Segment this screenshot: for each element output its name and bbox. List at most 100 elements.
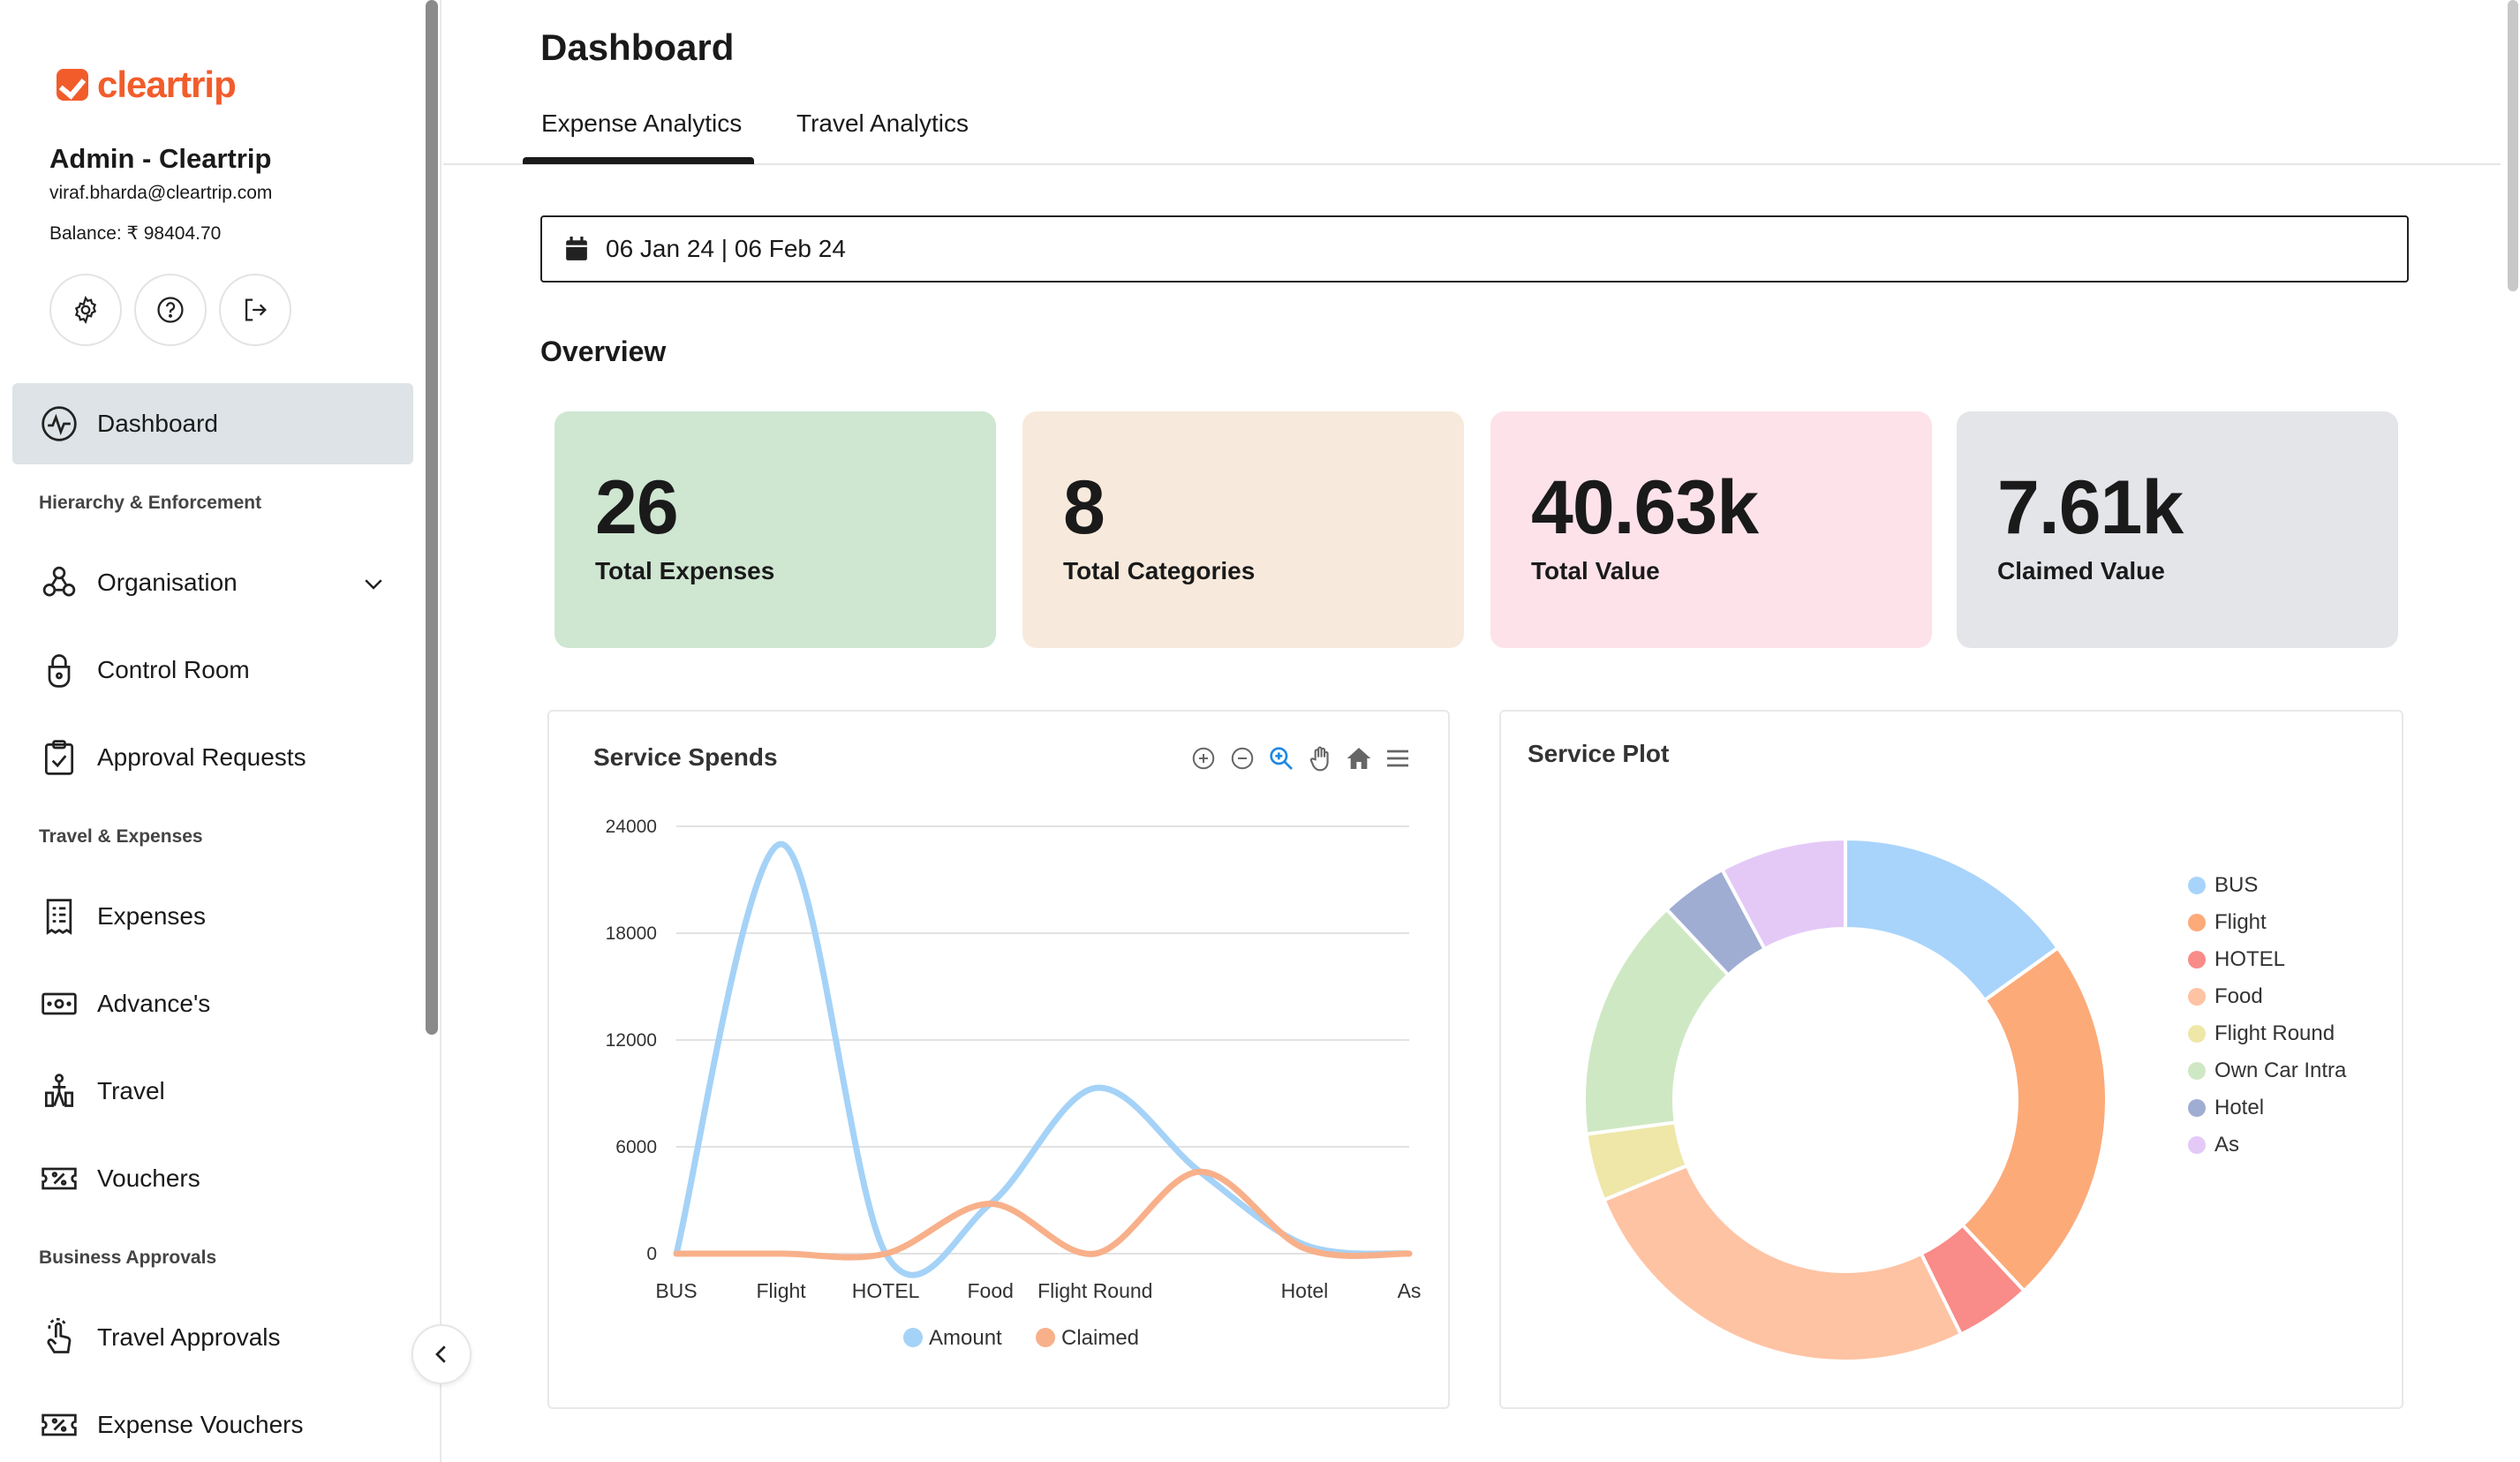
date-range-picker[interactable]: 06 Jan 24 | 06 Feb 24 bbox=[540, 215, 2409, 283]
legend-item[interactable]: BUS bbox=[2188, 867, 2346, 904]
donut-slice-food[interactable] bbox=[1601, 1163, 1964, 1363]
section-hierarchy: Hierarchy & Enforcement bbox=[39, 493, 262, 513]
legend-item[interactable]: Hotel bbox=[2188, 1089, 2346, 1127]
chart-toolbar bbox=[1188, 743, 1413, 773]
service-spends-chart: 24000 18000 12000 6000 0 BUS Flight HOTEL Food Fl… bbox=[606, 817, 1422, 1350]
sidebar-item-control-room[interactable]: Control Room bbox=[12, 629, 413, 711]
donut-slice-flight[interactable] bbox=[1959, 945, 2109, 1293]
date-range-value: 06 Jan 24 | 06 Feb 24 bbox=[606, 235, 846, 262]
legend-item[interactable]: Flight bbox=[2188, 904, 2346, 941]
legend-item[interactable]: Own Car Intra bbox=[2188, 1052, 2346, 1089]
x-tick-label: As bbox=[1398, 1279, 1422, 1302]
card-value: 26 bbox=[595, 465, 679, 550]
overview-card-total-value: 40.63k Total Value bbox=[1490, 411, 1932, 648]
card-label: Total Expenses bbox=[595, 557, 775, 584]
cash-icon bbox=[41, 992, 77, 1015]
donut-slice-as[interactable] bbox=[1719, 836, 1847, 952]
x-tick-label: Flight Round bbox=[1037, 1279, 1152, 1302]
chevron-left-icon bbox=[435, 1345, 446, 1363]
series-line-amount[interactable] bbox=[673, 840, 1413, 1278]
x-tick-label: Hotel bbox=[1281, 1279, 1329, 1302]
zoom-in-icon[interactable] bbox=[1188, 743, 1219, 773]
voucher-icon bbox=[41, 1413, 77, 1436]
sidebar-item-label: Approval Requests bbox=[97, 743, 306, 771]
service-plot-chart bbox=[1582, 836, 2109, 1363]
collapse-sidebar-button[interactable] bbox=[411, 1324, 472, 1384]
organisation-icon bbox=[42, 566, 76, 597]
pan-icon[interactable] bbox=[1305, 743, 1335, 773]
overview-card-claimed-value: 7.61k Claimed Value bbox=[1957, 411, 2398, 648]
sidebar: cleartrip Admin - Cleartrip viraf.bharda… bbox=[0, 0, 441, 1462]
y-tick-label: 12000 bbox=[606, 1030, 657, 1051]
y-tick-label: 6000 bbox=[615, 1137, 657, 1157]
logo-text: cleartrip bbox=[97, 64, 237, 105]
legend-item[interactable]: Food bbox=[2188, 978, 2346, 1015]
legend-label: Food bbox=[2214, 984, 2263, 1008]
menu-icon[interactable] bbox=[1383, 743, 1413, 773]
legend-marker bbox=[2188, 1062, 2206, 1080]
main-content: Dashboard Expense Analytics Travel Analy… bbox=[443, 0, 2501, 1462]
card-value: 8 bbox=[1063, 465, 1105, 550]
sidebar-item-advances[interactable]: Advance's bbox=[12, 963, 413, 1044]
sidebar-scrollbar[interactable] bbox=[426, 0, 438, 1035]
legend-label: Hotel bbox=[2214, 1096, 2265, 1119]
sidebar-item-label: Expense Vouchers bbox=[97, 1411, 304, 1438]
legend-marker bbox=[2188, 1025, 2206, 1043]
legend-item[interactable]: As bbox=[2188, 1127, 2346, 1164]
admin-email: viraf.bharda@cleartrip.com bbox=[49, 183, 273, 203]
x-tick-label: Food bbox=[967, 1279, 1013, 1302]
sidebar-item-approval-requests[interactable]: Approval Requests bbox=[12, 717, 413, 798]
legend-label[interactable]: Amount bbox=[929, 1326, 1002, 1350]
legend-label: As bbox=[2214, 1133, 2240, 1157]
service-spends-title: Service Spends bbox=[593, 743, 778, 771]
legend-marker bbox=[2188, 914, 2206, 931]
settings-button[interactable] bbox=[49, 274, 122, 346]
x-tick-label: Flight bbox=[756, 1279, 806, 1302]
legend-item[interactable]: HOTEL bbox=[2188, 941, 2346, 978]
tab-travel-analytics[interactable]: Travel Analytics bbox=[796, 109, 970, 137]
card-label: Total Categories bbox=[1063, 557, 1256, 584]
sidebar-item-dashboard[interactable]: Dashboard bbox=[12, 383, 413, 464]
page-title: Dashboard bbox=[540, 26, 735, 68]
home-icon[interactable] bbox=[1344, 743, 1374, 773]
service-plot-title: Service Plot bbox=[1528, 740, 1670, 767]
series-line-claimed[interactable] bbox=[673, 1168, 1413, 1261]
sidebar-item-expenses[interactable]: Expenses bbox=[12, 876, 413, 957]
sidebar-item-travel-approvals[interactable]: Travel Approvals bbox=[12, 1297, 413, 1378]
x-tick-label: HOTEL bbox=[852, 1279, 920, 1302]
help-icon bbox=[157, 297, 184, 323]
sidebar-item-label: Control Room bbox=[97, 656, 250, 683]
card-label: Total Value bbox=[1531, 557, 1660, 584]
logout-icon bbox=[245, 298, 267, 321]
legend-label: BUS bbox=[2214, 873, 2259, 897]
active-tab-indicator bbox=[523, 157, 754, 164]
sidebar-item-travel[interactable]: Travel bbox=[12, 1051, 413, 1132]
sidebar-item-label: Expenses bbox=[97, 902, 206, 930]
sidebar-item-vouchers[interactable]: Vouchers bbox=[12, 1138, 413, 1219]
clipboard-check-icon bbox=[44, 740, 74, 775]
sidebar-item-expense-vouchers[interactable]: Expense Vouchers bbox=[12, 1384, 413, 1462]
section-business-approvals: Business Approvals bbox=[39, 1247, 217, 1268]
sidebar-item-label: Travel bbox=[97, 1077, 165, 1104]
legend-label: Flight bbox=[2214, 910, 2267, 934]
main-scrollbar[interactable] bbox=[2508, 0, 2518, 291]
activity-icon bbox=[41, 406, 77, 441]
overview-title: Overview bbox=[540, 335, 667, 367]
cleartrip-logo[interactable]: cleartrip bbox=[57, 64, 237, 106]
legend-label[interactable]: Claimed bbox=[1061, 1326, 1139, 1350]
legend-marker bbox=[2188, 1136, 2206, 1154]
sidebar-item-organisation[interactable]: Organisation bbox=[12, 542, 413, 623]
selection-zoom-icon[interactable] bbox=[1266, 743, 1296, 773]
tab-expense-analytics[interactable]: Expense Analytics bbox=[541, 109, 743, 137]
legend-marker bbox=[1036, 1328, 1055, 1347]
x-tick-label: BUS bbox=[655, 1279, 697, 1302]
legend-label: Own Car Intra bbox=[2214, 1059, 2347, 1082]
card-value: 40.63k bbox=[1531, 465, 1759, 550]
help-button[interactable] bbox=[134, 274, 207, 346]
legend-item[interactable]: Flight Round bbox=[2188, 1015, 2346, 1052]
service-spends-panel: Service Spends 24000 18000 12000 6000 0 BUS Fl… bbox=[547, 710, 1450, 1409]
traveler-icon bbox=[44, 1074, 74, 1107]
zoom-out-icon[interactable] bbox=[1227, 743, 1257, 773]
legend-marker bbox=[903, 1328, 923, 1347]
logout-button[interactable] bbox=[219, 274, 291, 346]
